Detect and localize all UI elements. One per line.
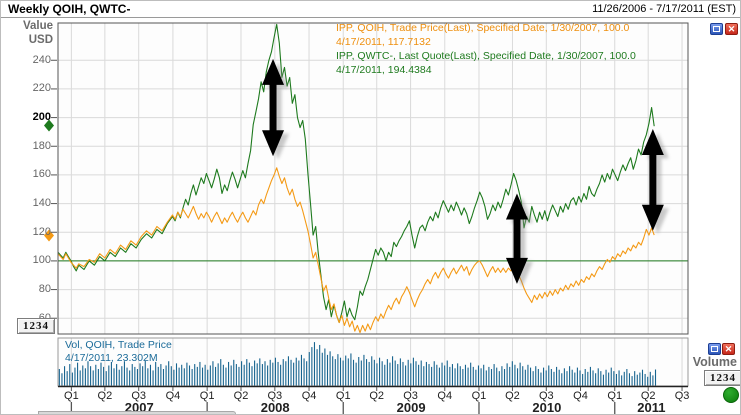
- window-title: Weekly QOIH, QWTC-: [8, 2, 131, 16]
- series-line-qwtc: [57, 23, 655, 324]
- x-axis-quarter-label: Q4: [165, 390, 181, 402]
- y-axis-label: 220: [32, 82, 51, 95]
- legend-qoih-line2: 4/17/2011, 117.7132: [336, 35, 431, 48]
- x-axis-quarter-label: Q2: [97, 390, 113, 402]
- x-axis-year-label: 2011: [637, 400, 666, 415]
- date-range-label: 11/26/2006 - 7/17/2011 (EST): [592, 3, 736, 15]
- annotation-arrows[interactable]: [262, 58, 669, 288]
- double-arrow-icon[interactable]: [641, 129, 664, 231]
- x-axis-quarter-label: Q1: [607, 390, 623, 402]
- legend-qoih-line1: IPP, QOIH, Trade Price(Last), Specified …: [336, 22, 630, 34]
- volume-bars: [58, 342, 657, 386]
- volume-axis-title: Volume: [692, 355, 737, 369]
- x-axis-quarter-label: Q3: [403, 390, 418, 402]
- x-axis-year-label: 2008: [260, 400, 290, 415]
- y-axis-label: 140: [32, 197, 51, 210]
- x-axis-quarter-label: Q1: [64, 390, 79, 402]
- y-axis-title-line2: USD: [28, 34, 53, 46]
- restore-icon: [713, 25, 720, 32]
- header-divider: [1, 17, 740, 18]
- x-axis-year-label: 2009: [396, 400, 426, 415]
- double-arrow-icon[interactable]: [262, 58, 285, 157]
- x-axis-quarter-label: Q2: [233, 390, 249, 402]
- y-axis-label: 100: [32, 254, 51, 267]
- x-axis-quarter-label: Q4: [437, 390, 453, 402]
- chart-legend: IPP, QOIH, Trade Price(Last), Specified …: [336, 22, 636, 78]
- time-range-scrollbar[interactable]: [38, 411, 236, 414]
- y-axis-label: 120: [32, 225, 51, 238]
- x-axis-year-label: 2007: [124, 400, 154, 415]
- volume-popout-button[interactable]: [708, 343, 721, 355]
- x-axis-quarter-label: Q3: [674, 390, 690, 402]
- volume-scale-box[interactable]: 1234: [704, 370, 740, 386]
- x-axis-quarter-label: Q1: [335, 390, 351, 402]
- double-arrow-icon[interactable]: [505, 193, 528, 284]
- x-axis-quarter-label: Q3: [538, 390, 554, 402]
- legend-qwtc-line2: 4/17/2011, 194.4384: [336, 63, 432, 76]
- x-axis-quarter-label: Q3: [131, 390, 147, 402]
- volume-legend-line2: 4/17/2011, 23.302M: [65, 352, 158, 364]
- popout-button[interactable]: [710, 23, 723, 35]
- y-axis-label: 200: [32, 111, 51, 124]
- y-axis-label: 80: [38, 283, 51, 296]
- x-axis-quarter-label: Q2: [505, 390, 520, 402]
- last-value-diamond-qwtc: [44, 119, 54, 132]
- close-icon: ✕: [724, 344, 733, 354]
- y-axis-title-line1: Value: [22, 20, 53, 32]
- x-axis-quarter-label: Q3: [267, 390, 283, 402]
- x-axis-quarter-label: Q4: [573, 390, 588, 402]
- x-axis-quarter-label: Q2: [369, 390, 385, 402]
- x-axis-quarter-label: Q1: [199, 390, 215, 402]
- x-axis-quarter-label: Q2: [640, 390, 656, 402]
- x-axis-year-label: 2010: [532, 400, 562, 415]
- restore-icon: [711, 345, 718, 352]
- x-axis-quarter-label: Q1: [471, 390, 487, 402]
- volume-legend-line1: Vol, QOIH, Trade Price: [65, 339, 172, 351]
- close-icon: ✕: [727, 24, 736, 34]
- series-line-qoih: [57, 167, 655, 334]
- volume-close-button[interactable]: ✕: [722, 343, 735, 355]
- main-scale-box[interactable]: 1234: [17, 318, 55, 334]
- y-axis-label: 240: [32, 53, 51, 66]
- legend-qwtc-line1: IPP, QWTC-, Last Quote(Last), Specified …: [336, 49, 636, 62]
- main-plot-frame: [57, 22, 689, 335]
- y-axis-label: 160: [32, 168, 51, 181]
- close-button[interactable]: ✕: [725, 23, 738, 35]
- live-status-indicator: [723, 387, 739, 403]
- x-axis-quarter-label: Q4: [301, 390, 317, 402]
- y-axis-label: 180: [32, 139, 51, 152]
